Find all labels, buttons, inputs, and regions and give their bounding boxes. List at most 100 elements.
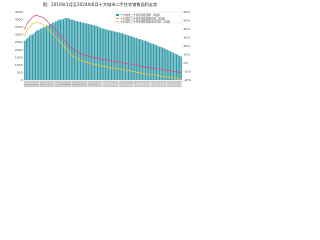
- bar: [62, 18, 65, 80]
- bar: [83, 22, 85, 80]
- line-marker: [107, 59, 109, 61]
- x-tick-label: 2017-03: [46, 81, 48, 87]
- bar: [160, 46, 162, 80]
- line-marker: [33, 15, 35, 17]
- x-tick-label: 2018-09: [74, 81, 76, 87]
- x-tick-label: 2020-11: [114, 81, 116, 87]
- line-marker: [145, 73, 147, 75]
- x-tick-label: 2017-02: [44, 81, 46, 87]
- bar: [137, 38, 139, 80]
- bar: [76, 21, 79, 80]
- x-tick-label: 2019-06: [88, 81, 90, 87]
- bar: [152, 43, 154, 80]
- line-marker: [123, 69, 125, 71]
- line-marker: [36, 21, 38, 23]
- bar: [90, 24, 92, 80]
- line-marker: [135, 65, 137, 67]
- x-tick-label: 2020-08: [109, 81, 111, 87]
- x-tick-label: 2020-03: [102, 81, 104, 87]
- bar: [117, 32, 119, 80]
- line-marker: [104, 59, 106, 61]
- bar: [146, 41, 148, 80]
- bar: [132, 36, 134, 80]
- bar: [115, 31, 117, 80]
- x-tick-label: 2023-02: [156, 81, 158, 87]
- y-tick-label: 4500: [15, 10, 23, 14]
- x-tick-label: 2016-04: [29, 81, 31, 87]
- bar: [138, 39, 140, 80]
- line-marker: [148, 66, 150, 68]
- bar: [36, 30, 38, 81]
- line-marker: [49, 23, 51, 25]
- bar: [48, 24, 51, 80]
- x-tick-label: 2020-05: [105, 81, 107, 87]
- line-marker: [33, 22, 35, 24]
- line-marker: [117, 61, 119, 63]
- y2-tick-label: 50%: [184, 19, 191, 23]
- bar: [35, 31, 37, 80]
- x-tick-label: 2016-10: [38, 81, 40, 87]
- line-marker: [114, 60, 116, 62]
- x-tick-label: 2019-07: [89, 81, 91, 87]
- line-marker: [129, 63, 131, 65]
- bar: [53, 22, 55, 80]
- line-marker: [95, 64, 97, 66]
- line-marker: [64, 40, 66, 42]
- line-marker: [166, 70, 168, 72]
- x-tick-label: 2024-01: [173, 81, 175, 87]
- bar: [44, 27, 46, 80]
- bar: [135, 37, 137, 80]
- x-tick-label: 2018-06: [69, 81, 71, 87]
- y-tick-label: 3000: [15, 33, 23, 37]
- x-tick-label: 2024-03: [176, 81, 178, 87]
- line-marker: [176, 71, 178, 72]
- bar: [165, 49, 167, 80]
- x-tick-label: 2021-03: [120, 81, 122, 87]
- line-marker: [83, 60, 85, 62]
- x-tick-label: 2022-03: [139, 81, 141, 87]
- y2-tick-label: -20%: [184, 78, 192, 82]
- x-tick-label: 2021-01: [117, 81, 119, 87]
- bar: [124, 34, 127, 80]
- chart-title: 图：2016年1月至2024年6月十大城市二手住宅销售面积走势: [43, 1, 158, 8]
- x-tick-label: 2024-05: [179, 81, 181, 87]
- x-tick-label: 2016-03: [27, 81, 29, 87]
- x-tick-label: 2022-10: [150, 81, 152, 87]
- line-marker: [42, 17, 44, 19]
- x-tick-label: 2023-10: [168, 81, 170, 87]
- y-tick-label: 0: [21, 78, 23, 82]
- line-marker: [24, 35, 26, 37]
- x-tick-label: 2019-10: [94, 81, 96, 87]
- legend-label: 十大城市二手住宅销售面积累计同比（右轴）: [120, 20, 172, 24]
- line-marker: [27, 21, 29, 23]
- line-marker: [89, 62, 91, 64]
- legend-label: 十大城市二手住宅销售面积同比（右轴）: [120, 16, 167, 20]
- x-tick-label: 2022-11: [151, 81, 153, 87]
- y2-tick-label: 60%: [184, 10, 191, 14]
- bar: [120, 33, 122, 80]
- line-marker: [132, 64, 134, 66]
- bar: [84, 23, 86, 80]
- line-marker: [52, 26, 54, 28]
- bar: [107, 30, 110, 81]
- bar: [28, 36, 31, 80]
- x-tick-label: 2018-05: [68, 81, 70, 87]
- x-tick-label: 2017-06: [51, 81, 53, 87]
- bar: [79, 21, 82, 81]
- line-marker: [160, 76, 162, 78]
- bar: [158, 46, 161, 80]
- line-marker: [151, 74, 153, 76]
- line-marker: [111, 67, 113, 69]
- line-marker: [70, 54, 72, 55]
- x-tick-label: 2024-02: [175, 81, 177, 87]
- line-marker: [55, 30, 57, 32]
- x-tick-label: 2016-06: [32, 81, 34, 87]
- x-tick-label: 2022-01: [136, 81, 138, 87]
- bar: [104, 29, 106, 80]
- x-tick-label: 2022-05: [142, 81, 144, 87]
- y2-tick-label: 10%: [184, 53, 191, 57]
- line-marker: [163, 76, 165, 78]
- x-tick-label: 2021-08: [128, 81, 130, 87]
- line-marker: [179, 78, 181, 80]
- y-tick-label: 3500: [15, 25, 23, 29]
